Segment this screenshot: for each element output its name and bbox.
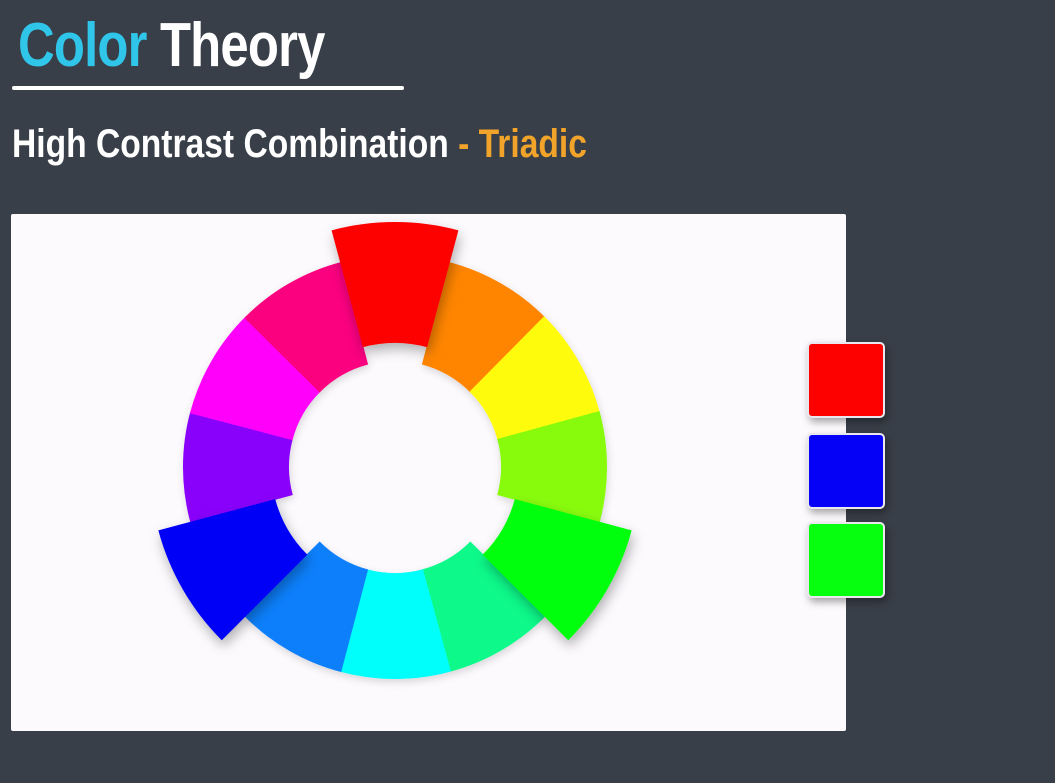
color-wheel bbox=[158, 222, 632, 679]
subtitle-separator: - bbox=[448, 122, 479, 166]
wheel-segment-green bbox=[482, 499, 632, 641]
title-underline bbox=[12, 86, 404, 90]
subtitle: High Contrast Combination - Triadic bbox=[12, 120, 587, 168]
wheel-segment-spring-green bbox=[421, 541, 546, 673]
subtitle-scheme: Triadic bbox=[478, 122, 587, 166]
title-word-color: Color bbox=[18, 11, 147, 80]
page-title: Color Theory bbox=[18, 8, 325, 84]
wheel-base-ring bbox=[183, 261, 607, 679]
wheel-segment-yellow-green bbox=[497, 411, 607, 523]
wheel-segment-blue bbox=[158, 499, 308, 641]
wheel-segment-red bbox=[331, 222, 459, 348]
wheel-segment-yellow bbox=[469, 316, 601, 441]
swatch-red bbox=[807, 342, 885, 418]
title-word-theory: Theory bbox=[159, 11, 325, 80]
wheel-segment-orange bbox=[421, 261, 546, 393]
swatch-blue bbox=[807, 433, 885, 509]
wheel-segment-azure bbox=[244, 541, 369, 673]
wheel-segment-magenta bbox=[189, 316, 321, 441]
color-wheel-panel bbox=[11, 214, 885, 731]
wheel-segment-violet bbox=[183, 411, 293, 523]
wheel-highlighted-segments bbox=[158, 222, 632, 641]
wheel-segment-rose bbox=[244, 261, 369, 393]
wheel-segment-cyan bbox=[339, 569, 451, 679]
subtitle-main: High Contrast Combination bbox=[12, 122, 449, 166]
swatch-green bbox=[807, 522, 885, 598]
